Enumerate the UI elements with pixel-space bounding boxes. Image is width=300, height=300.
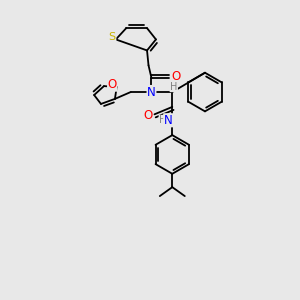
Text: N: N <box>164 114 172 127</box>
Text: H: H <box>159 115 166 125</box>
Text: O: O <box>108 78 117 91</box>
Text: O: O <box>143 109 152 122</box>
Text: N: N <box>147 85 156 98</box>
Text: S: S <box>109 32 116 42</box>
Text: H: H <box>170 82 178 92</box>
Text: O: O <box>171 70 181 83</box>
